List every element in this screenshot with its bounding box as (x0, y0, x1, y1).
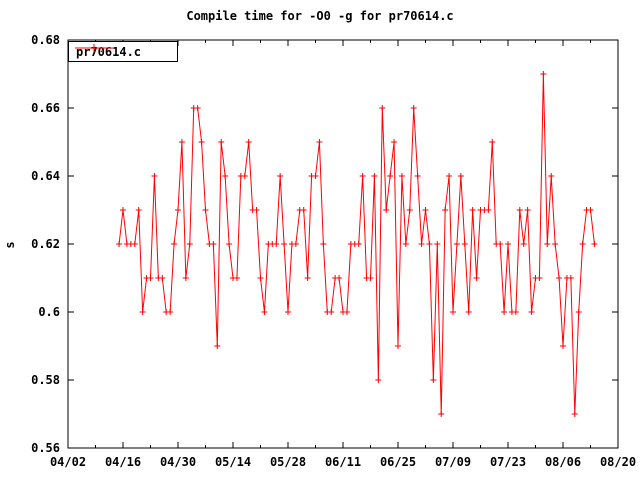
x-tick-label: 04/16 (105, 455, 141, 469)
x-tick-label: 05/28 (270, 455, 306, 469)
x-tick-label: 07/09 (435, 455, 471, 469)
x-tick-label: 06/25 (380, 455, 416, 469)
y-tick-label: 0.56 (31, 441, 60, 455)
x-tick-label: 04/02 (50, 455, 86, 469)
x-tick-label: 07/23 (490, 455, 526, 469)
plot-border (67, 39, 619, 449)
y-tick-label: 0.68 (31, 33, 60, 47)
y-axis-label: s (3, 241, 17, 249)
x-tick-label: 08/06 (545, 455, 581, 469)
plus-marker-icon (90, 44, 98, 52)
x-tick-label: 08/20 (600, 455, 636, 469)
legend-sample-line (75, 44, 113, 52)
x-tick-label: 04/30 (160, 455, 196, 469)
legend: pr70614.c (68, 41, 178, 62)
y-tick-label: 0.66 (31, 101, 60, 115)
y-tick-label: 0.58 (31, 373, 60, 387)
x-tick-label: 05/14 (215, 455, 251, 469)
chart-title: Compile time for -O0 -g for pr70614.c (186, 9, 454, 23)
y-tick-label: 0.6 (38, 305, 60, 319)
y-tick-label: 0.64 (31, 169, 60, 183)
data-point-markers (116, 71, 598, 417)
y-tick-label: 0.62 (31, 237, 60, 251)
x-tick-label: 06/11 (325, 455, 361, 469)
